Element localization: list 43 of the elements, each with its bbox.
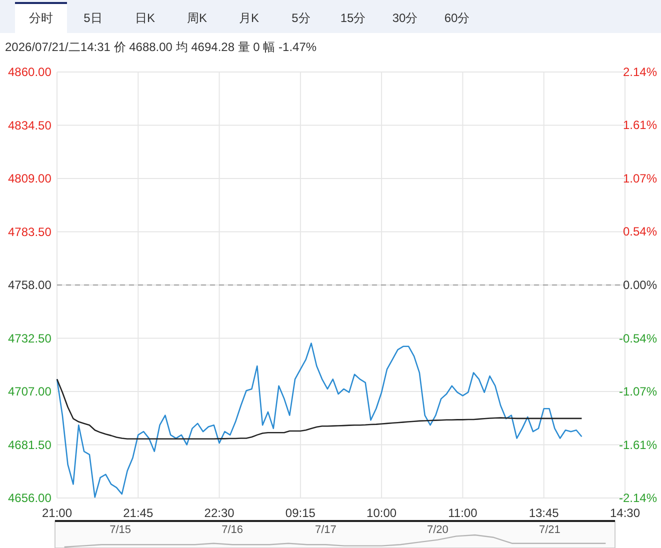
text: 30分 xyxy=(392,11,418,25)
y-tick-label: 4783.50 xyxy=(8,224,52,239)
x-tick-label: 11:00 xyxy=(448,506,478,520)
x-tick-label: 13:45 xyxy=(528,506,560,520)
y2-tick-label: -2.14% xyxy=(618,491,658,505)
line-series xyxy=(56,378,582,440)
x-tick-label: 7/17 xyxy=(314,524,336,536)
text: 分时 xyxy=(29,11,53,25)
x-tick-label: 10:00 xyxy=(366,506,397,520)
y-tick-label: 4834.50 xyxy=(8,118,52,132)
text: 15分 xyxy=(340,11,366,25)
x-tick-label: 7/15 xyxy=(110,524,132,536)
text: 5分 xyxy=(292,11,310,25)
chart-subtitle: 2026/07/21/二14:31 价 4688.00 均 4694.28 量 0 幅 -1.47% xyxy=(5,40,317,54)
y-tick-label: 4732.50 xyxy=(8,331,52,346)
x-tick-label: 7/21 xyxy=(538,524,560,536)
x-tick-label: 22:30 xyxy=(204,506,235,520)
x-tick-label: 7/20 xyxy=(426,524,448,536)
y-tick-label: 4758.00 xyxy=(8,278,52,292)
y2-tick-label: 1.07% xyxy=(622,172,658,186)
y-tick-label: 4809.00 xyxy=(8,172,52,186)
text: 周K xyxy=(186,11,208,25)
y-tick-label: 4860.00 xyxy=(8,65,52,79)
x-tick-label: 14:30 xyxy=(610,506,640,520)
y2-tick-label: -1.61% xyxy=(618,438,658,452)
text: 月K xyxy=(238,11,260,25)
text: 5日 xyxy=(84,11,102,25)
y-tick-label: 4681.50 xyxy=(8,438,52,452)
line-series xyxy=(56,342,582,498)
y2-tick-label: -1.07% xyxy=(618,384,658,398)
y2-tick-label: 1.61% xyxy=(622,118,658,132)
x-tick-label: 09:15 xyxy=(285,506,316,520)
x-tick-label: 21:45 xyxy=(123,506,154,520)
y2-tick-label: 0.54% xyxy=(622,224,658,238)
y2-tick-label: -0.54% xyxy=(618,332,658,346)
x-tick-label: 21:00 xyxy=(42,506,72,520)
x-tick-label: 7/16 xyxy=(222,524,244,536)
y2-tick-label: 2.14% xyxy=(622,65,658,79)
y-tick-label: 4656.00 xyxy=(8,491,52,505)
y2-tick-label: 0.00% xyxy=(622,278,658,292)
text: 日K xyxy=(134,11,156,25)
y-tick-label: 4707.00 xyxy=(8,384,52,398)
text: 60分 xyxy=(444,11,470,25)
